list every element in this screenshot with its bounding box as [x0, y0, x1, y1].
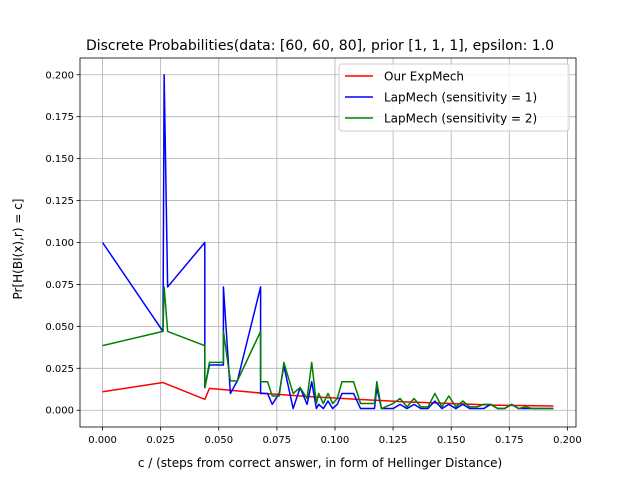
legend: Our ExpMech LapMech (sensitivity = 1) LapM…: [338, 63, 570, 132]
x-tick-label: 0.175: [495, 435, 524, 446]
y-tick-label: 0.025: [45, 364, 74, 375]
chart-title: Discrete Probabilities(data: [60, 60, 80…: [86, 38, 554, 54]
x-tick-label: 0.075: [263, 435, 292, 446]
y-tick-label: 0.100: [45, 238, 74, 249]
legend-box: [338, 63, 570, 132]
x-tick-label: 0.050: [204, 435, 233, 446]
x-tick-label: 0.150: [437, 435, 466, 446]
y-tick-label: 0.125: [45, 196, 74, 207]
x-tick-label: 0.125: [379, 435, 408, 446]
legend-label: Our ExpMech: [384, 70, 464, 84]
x-tick-label: 0.100: [321, 435, 350, 446]
legend-label: LapMech (sensitivity = 1): [384, 91, 537, 105]
x-axis-label: c / (steps from correct answer, in form …: [138, 456, 502, 470]
axis-ticks: 0.000 0.025 0.050 0.075 0.100 0.125 0.150 0.175…: [45, 70, 581, 446]
y-tick-label: 0.000: [45, 406, 74, 417]
x-tick-label: 0.200: [553, 435, 582, 446]
x-tick-label: 0.025: [146, 435, 175, 446]
series-line-lapmech-sensitivity-1: [101, 74, 554, 410]
series-lines: [101, 74, 554, 410]
series-line-lapmech-sensitivity-2: [102, 286, 554, 410]
y-axis-label: Pr[H(BI(x),r) = c]: [11, 199, 25, 300]
y-tick-label: 0.175: [45, 112, 74, 123]
y-tick-label: 0.050: [45, 322, 74, 333]
x-tick-label: 0.000: [88, 435, 117, 446]
y-tick-label: 0.075: [45, 280, 74, 291]
y-tick-label: 0.200: [45, 70, 74, 81]
y-tick-label: 0.150: [45, 154, 74, 165]
legend-label: LapMech (sensitivity = 2): [384, 112, 537, 126]
